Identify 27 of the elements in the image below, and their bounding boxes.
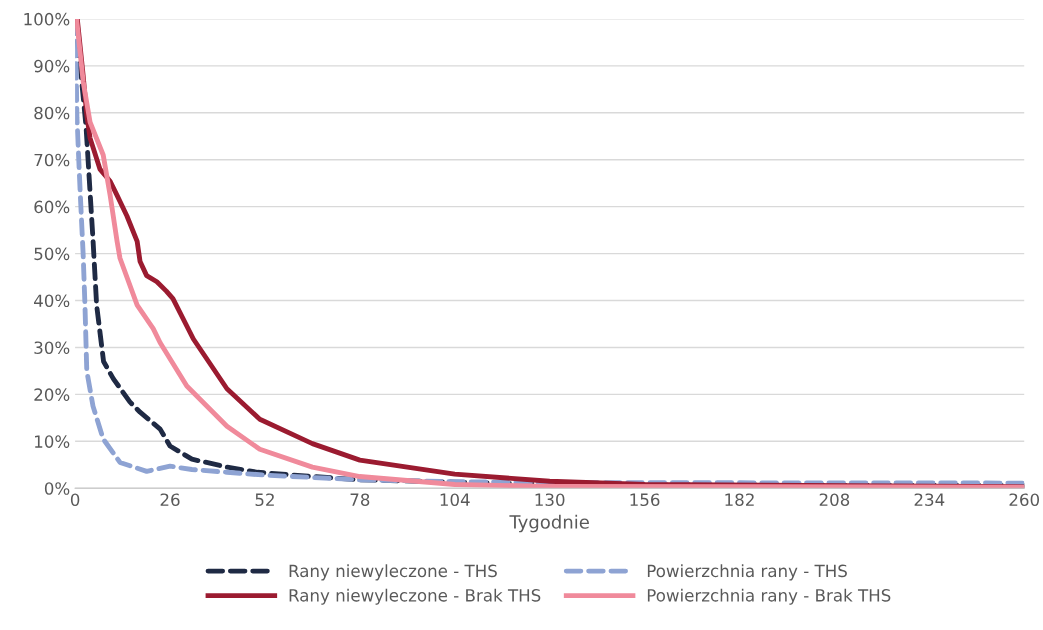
y-tick-label: 0% [44,482,70,495]
x-tick-label: 130 [535,493,565,507]
x-axis-title: Tygodnie [509,514,589,533]
x-tick-label: 78 [350,493,370,507]
x-tick-label: 104 [440,493,470,507]
legend-label: Powierzchnia rany - Brak THS [647,588,891,605]
y-tick-label: 50% [34,247,70,261]
legend-label: Rany niewyleczone - Brak THS [289,588,541,605]
x-tick-label: 182 [725,493,754,507]
x-tick-label: 26 [160,493,180,507]
y-tick-label: 10% [35,435,70,448]
legend-label: Rany niewyleczone - THS [289,564,497,581]
x-tick-label: 208 [819,493,850,507]
x-tick-label: 260 [1009,493,1040,507]
y-tick-label: 80% [34,106,70,120]
x-tick-label: 234 [914,493,945,507]
x-tick-label: 0 [70,493,80,507]
y-tick-label: 40% [34,294,70,308]
y-tick-label: 90% [34,59,70,73]
legend-label: Powierzchnia rany - THS [647,564,847,581]
y-tick-label: 60% [34,200,70,214]
y-tick-label: 30% [34,341,70,355]
x-tick-label: 156 [630,493,660,507]
y-tick-label: 100% [24,12,70,26]
x-tick-label: 52 [255,493,274,507]
y-tick-label: 20% [34,388,70,401]
y-tick-label: 70% [34,153,70,167]
